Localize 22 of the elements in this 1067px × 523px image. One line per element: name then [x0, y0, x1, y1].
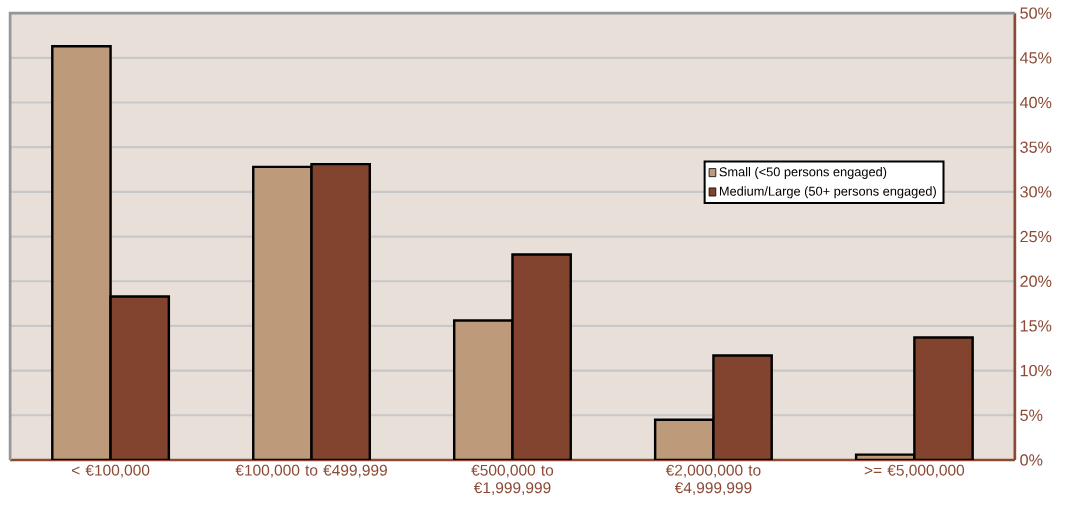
legend-label: Small (<50 persons engaged)	[719, 167, 887, 180]
bar	[252, 165, 313, 461]
y-tick-label: 50%	[1020, 7, 1052, 20]
x-tick-label: €100,000 to €499,999	[235, 464, 387, 478]
bar	[51, 45, 112, 461]
x-tick-label: €2,000,000 to €4,999,999	[665, 464, 761, 496]
x-tick-label: €500,000 to €1,999,999	[471, 464, 554, 496]
y-tick-label: 45%	[1019, 52, 1052, 64]
y-tick-label: 40%	[1019, 97, 1052, 109]
x-tick-label: >= €5,000,000	[864, 464, 965, 478]
bar	[452, 319, 514, 461]
y-tick-label: 15%	[1020, 320, 1052, 332]
y-tick-label: 25%	[1020, 231, 1052, 243]
y-tick-label: 0%	[1020, 454, 1043, 466]
y-tick-label: 20%	[1020, 275, 1052, 288]
y-tick-label: 30%	[1020, 186, 1052, 198]
y-tick-label: 10%	[1020, 365, 1052, 377]
x-tick-label: < €100,000	[71, 464, 150, 478]
bar	[653, 418, 715, 461]
y-tick-label: 35%	[1020, 141, 1052, 154]
y-tick-label: 5%	[1020, 409, 1043, 422]
legend-label: Medium/Large (50+ persons engaged)	[719, 186, 936, 199]
